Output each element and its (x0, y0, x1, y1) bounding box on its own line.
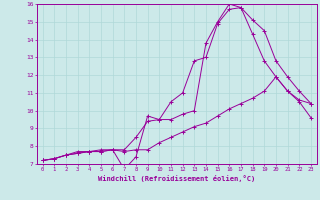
X-axis label: Windchill (Refroidissement éolien,°C): Windchill (Refroidissement éolien,°C) (98, 175, 255, 182)
